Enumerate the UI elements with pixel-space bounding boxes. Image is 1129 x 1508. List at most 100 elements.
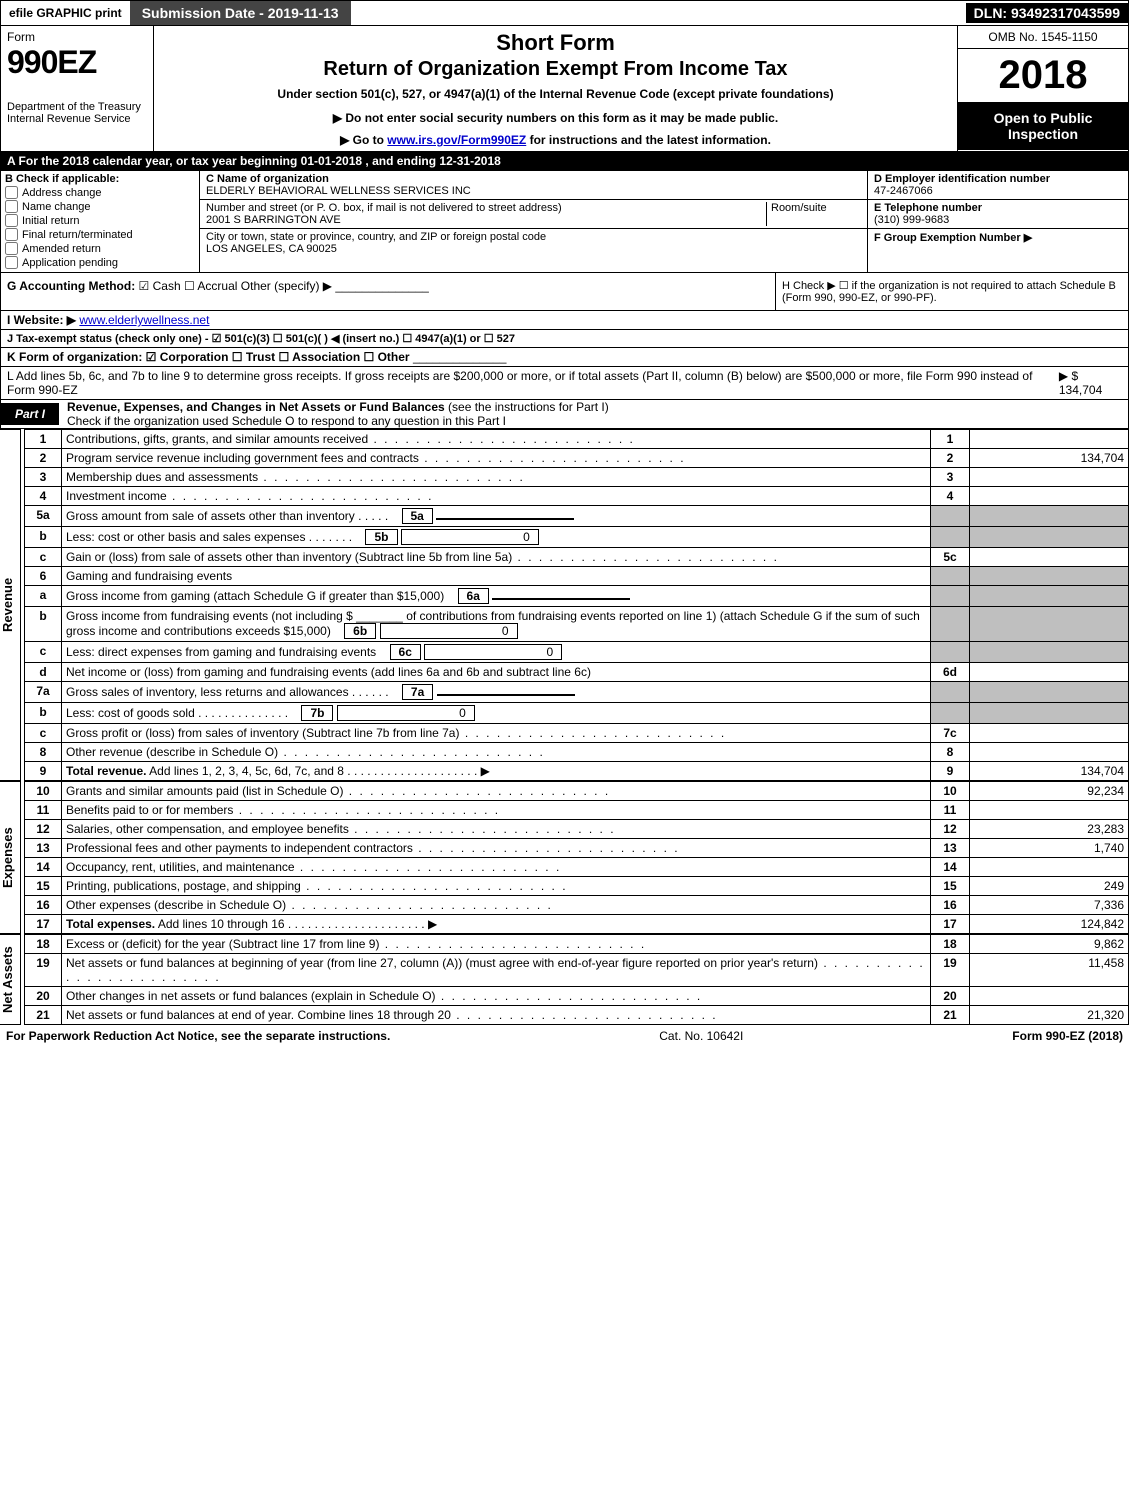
netassets-table: 18Excess or (deficit) for the year (Subt… — [24, 934, 1129, 1025]
c-city-value: LOS ANGELES, CA 90025 — [206, 243, 337, 255]
line-17: 17Total expenses. Add lines 10 through 1… — [25, 915, 1129, 934]
row-a-taxyear: A For the 2018 calendar year, or tax yea… — [0, 152, 1129, 171]
chk-amended[interactable] — [5, 242, 18, 255]
l7b-sub: 7b — [301, 705, 333, 721]
e-tel-label: E Telephone number — [874, 202, 982, 214]
e-tel-value: (310) 999-9683 — [874, 214, 949, 226]
line-16: 16Other expenses (describe in Schedule O… — [25, 896, 1129, 915]
g-label: G Accounting Method: — [7, 279, 135, 293]
line-11: 11Benefits paid to or for members11 — [25, 801, 1129, 820]
d-ein-block: D Employer identification number 47-2467… — [868, 171, 1128, 200]
tax-year: 2018 — [958, 49, 1128, 102]
g-accrual: Accrual — [197, 279, 237, 293]
h-schedule-b: H Check ▶ ☐ if the organization is not r… — [775, 273, 1128, 310]
l5a-desc: Gross amount from sale of assets other t… — [66, 509, 355, 523]
c-addr-block: Number and street (or P. O. box, if mail… — [200, 200, 867, 229]
part1-title: Revenue, Expenses, and Changes in Net As… — [59, 400, 609, 428]
form-label: Form — [7, 30, 147, 44]
dept-label: Department of the Treasury — [7, 101, 147, 113]
l-amount: ▶ $ 134,704 — [1059, 369, 1122, 397]
b-opt-final: Final return/terminated — [5, 228, 195, 241]
l7a-sv — [437, 694, 575, 696]
header-right: OMB No. 1545-1150 2018 Open to Public In… — [957, 26, 1128, 151]
part1-label: Part I — [1, 403, 59, 425]
row-a-end: 12-31-2018 — [439, 154, 500, 168]
chk-address[interactable] — [5, 186, 18, 199]
header-left: Form 990EZ Department of the Treasury In… — [1, 26, 154, 151]
goto-link[interactable]: www.irs.gov/Form990EZ — [387, 133, 526, 147]
l6a-sub: 6a — [458, 588, 489, 604]
line-5c: cGain or (loss) from sale of assets othe… — [25, 548, 1129, 567]
line-2: 2Program service revenue including gover… — [25, 449, 1129, 468]
l5a-sv — [436, 518, 574, 520]
line-9: 9Total revenue. Total revenue. Add lines… — [25, 762, 1129, 781]
e-tel-block: E Telephone number (310) 999-9683 — [868, 200, 1128, 229]
line-4: 4Investment income4 — [25, 487, 1129, 506]
f-group-block: F Group Exemption Number ▶ — [868, 229, 1128, 246]
l5b-desc: Less: cost or other basis and sales expe… — [66, 530, 305, 544]
col-c: C Name of organization ELDERLY BEHAVIORA… — [200, 171, 867, 272]
c-addr-label: Number and street (or P. O. box, if mail… — [206, 202, 562, 214]
page-footer: For Paperwork Reduction Act Notice, see … — [0, 1025, 1129, 1047]
l6c-desc: Less: direct expenses from gaming and fu… — [66, 645, 376, 659]
line-6: 6Gaming and fundraising events — [25, 567, 1129, 586]
c-name-block: C Name of organization ELDERLY BEHAVIORA… — [200, 171, 867, 200]
l-value: 134,704 — [1059, 383, 1102, 397]
g-cash: Cash — [153, 279, 181, 293]
subtitle-ssn: ▶ Do not enter social security numbers o… — [160, 111, 951, 125]
l5b-sv: 0 — [401, 529, 539, 545]
c-city-label: City or town, state or province, country… — [206, 231, 546, 243]
efile-label: efile GRAPHIC print — [1, 4, 130, 22]
line-18: 18Excess or (deficit) for the year (Subt… — [25, 935, 1129, 954]
top-bar: efile GRAPHIC print Submission Date - 20… — [0, 0, 1129, 26]
row-l-gross-receipts: L Add lines 5b, 6c, and 7b to line 9 to … — [0, 367, 1129, 400]
form-header: Form 990EZ Department of the Treasury In… — [0, 26, 1129, 152]
part1-title-text: Revenue, Expenses, and Changes in Net As… — [67, 400, 445, 414]
expenses-section: Expenses 10Grants and similar amounts pa… — [0, 781, 1129, 934]
b-opt-initial-label: Initial return — [22, 215, 79, 227]
row-gh: G Accounting Method: ☑ Cash ☐ Accrual Ot… — [0, 273, 1129, 311]
revenue-section: Revenue 1Contributions, gifts, grants, a… — [0, 429, 1129, 781]
part1-header: Part I Revenue, Expenses, and Changes in… — [0, 400, 1129, 429]
side-revenue: Revenue — [0, 429, 21, 781]
line-6b: bGross income from fundraising events (n… — [25, 607, 1129, 642]
line-19: 19Net assets or fund balances at beginni… — [25, 954, 1129, 987]
l6b-sv: 0 — [380, 623, 518, 639]
line-21: 21Net assets or fund balances at end of … — [25, 1006, 1129, 1025]
chk-pending[interactable] — [5, 256, 18, 269]
c-addr-value: 2001 S BARRINGTON AVE — [206, 214, 341, 226]
row-a-mid: , and ending — [365, 154, 439, 168]
j-text: J Tax-exempt status (check only one) - ☑… — [7, 333, 515, 345]
line-14: 14Occupancy, rent, utilities, and mainte… — [25, 858, 1129, 877]
chk-final[interactable] — [5, 228, 18, 241]
line-7a: 7aGross sales of inventory, less returns… — [25, 682, 1129, 703]
chk-name[interactable] — [5, 200, 18, 213]
part1-note2: Check if the organization used Schedule … — [67, 414, 506, 428]
l5a-sub: 5a — [402, 508, 433, 524]
form-number: 990EZ — [7, 44, 147, 81]
row-a-pre: A For the 2018 calendar year, or tax yea… — [7, 154, 301, 168]
l6a-desc: Gross income from gaming (attach Schedul… — [66, 589, 444, 603]
title-return: Return of Organization Exempt From Incom… — [160, 58, 951, 81]
b-opt-pending: Application pending — [5, 256, 195, 269]
f-group-label: F Group Exemption Number ▶ — [874, 232, 1032, 244]
side-netassets: Net Assets — [0, 934, 21, 1025]
netassets-section: Net Assets 18Excess or (deficit) for the… — [0, 934, 1129, 1025]
b-label: B Check if applicable: — [5, 173, 195, 185]
l6c-sub: 6c — [390, 644, 421, 660]
line-7b: bLess: cost of goods sold . . . . . . . … — [25, 703, 1129, 724]
l-text: L Add lines 5b, 6c, and 7b to line 9 to … — [7, 369, 1059, 397]
b-opt-name-label: Name change — [22, 201, 91, 213]
chk-initial[interactable] — [5, 214, 18, 227]
submission-date: Submission Date - 2019-11-13 — [130, 1, 351, 25]
b-opt-final-label: Final return/terminated — [22, 229, 133, 241]
l-arrow: ▶ $ — [1059, 369, 1078, 383]
line-15: 15Printing, publications, postage, and s… — [25, 877, 1129, 896]
b-opt-amended: Amended return — [5, 242, 195, 255]
col-def: D Employer identification number 47-2467… — [867, 171, 1128, 272]
line-8: 8Other revenue (describe in Schedule O)8 — [25, 743, 1129, 762]
part1-note: (see the instructions for Part I) — [448, 400, 609, 414]
i-website-link[interactable]: www.elderlywellness.net — [79, 313, 209, 327]
footer-cat: Cat. No. 10642I — [390, 1029, 1012, 1043]
side-expenses: Expenses — [0, 781, 21, 934]
